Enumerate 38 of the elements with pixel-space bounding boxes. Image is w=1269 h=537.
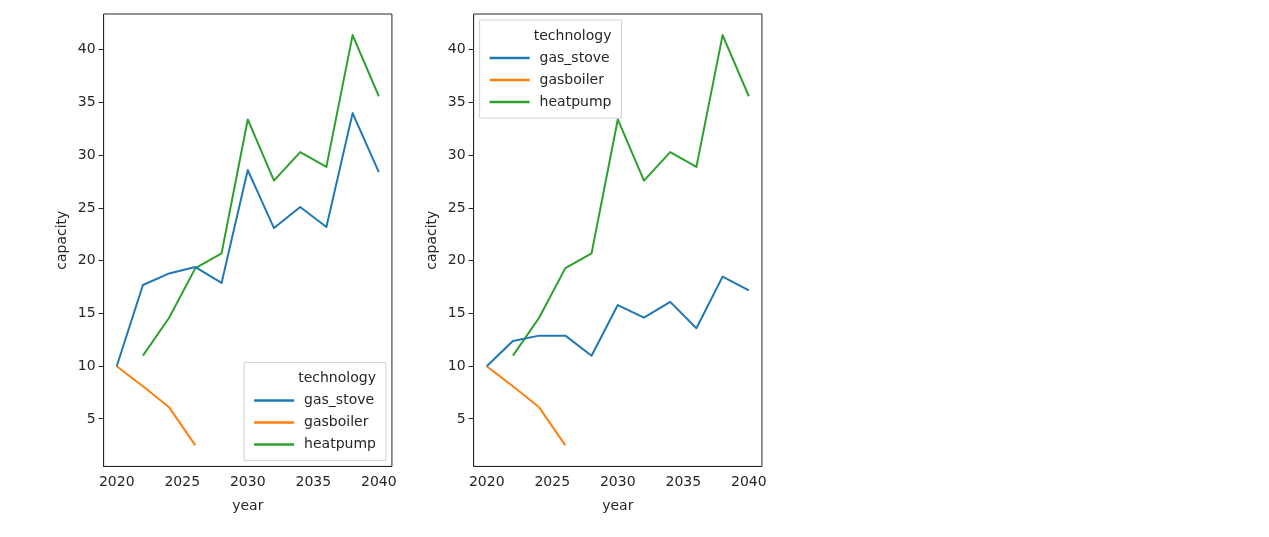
x-tick-label: 2040 [731,473,767,490]
x-tick-label: 2030 [599,473,636,490]
y-axis-title: capacity [423,210,440,270]
legend-label: heatpump [539,92,612,109]
x-axis-title: year [232,497,264,514]
x-tick-label: 2025 [534,473,571,490]
x-tick-label: 2030 [229,473,266,490]
x-axis-title: year [602,497,634,514]
y-tick-label: 35 [77,93,96,110]
y-tick-label: 30 [447,145,466,162]
y-tick-label: 10 [447,356,466,373]
y-tick-label: 40 [77,40,96,57]
y-tick-label: 25 [447,198,466,215]
legend-label: heatpump [304,435,377,452]
y-tick-label: 10 [77,356,96,373]
x-tick-label: 2035 [665,473,702,490]
legend-label: gasboiler [539,70,605,87]
x-tick-label: 2035 [295,473,332,490]
x-tick-label: 2020 [98,473,135,490]
legend-label: gasboiler [304,413,369,430]
y-tick-label: 40 [447,40,466,57]
y-tick-label: 15 [77,304,96,321]
legend-title: technology [533,26,612,43]
legend-label: gas_stove [539,48,610,65]
y-tick-label: 35 [447,93,466,110]
legend-title: technology [298,369,376,386]
y-axis-title: capacity [53,210,70,270]
legend-label: gas_stove [304,391,375,408]
y-tick-label: 20 [77,251,96,268]
y-tick-label: 30 [77,145,96,162]
y-tick-label: 15 [447,304,466,321]
x-tick-label: 2025 [164,473,201,490]
y-tick-label: 5 [456,409,466,426]
y-tick-label: 5 [86,409,96,426]
y-tick-label: 20 [447,251,466,268]
x-tick-label: 2040 [361,473,397,490]
y-tick-label: 25 [77,198,96,215]
x-tick-label: 2020 [468,473,505,490]
